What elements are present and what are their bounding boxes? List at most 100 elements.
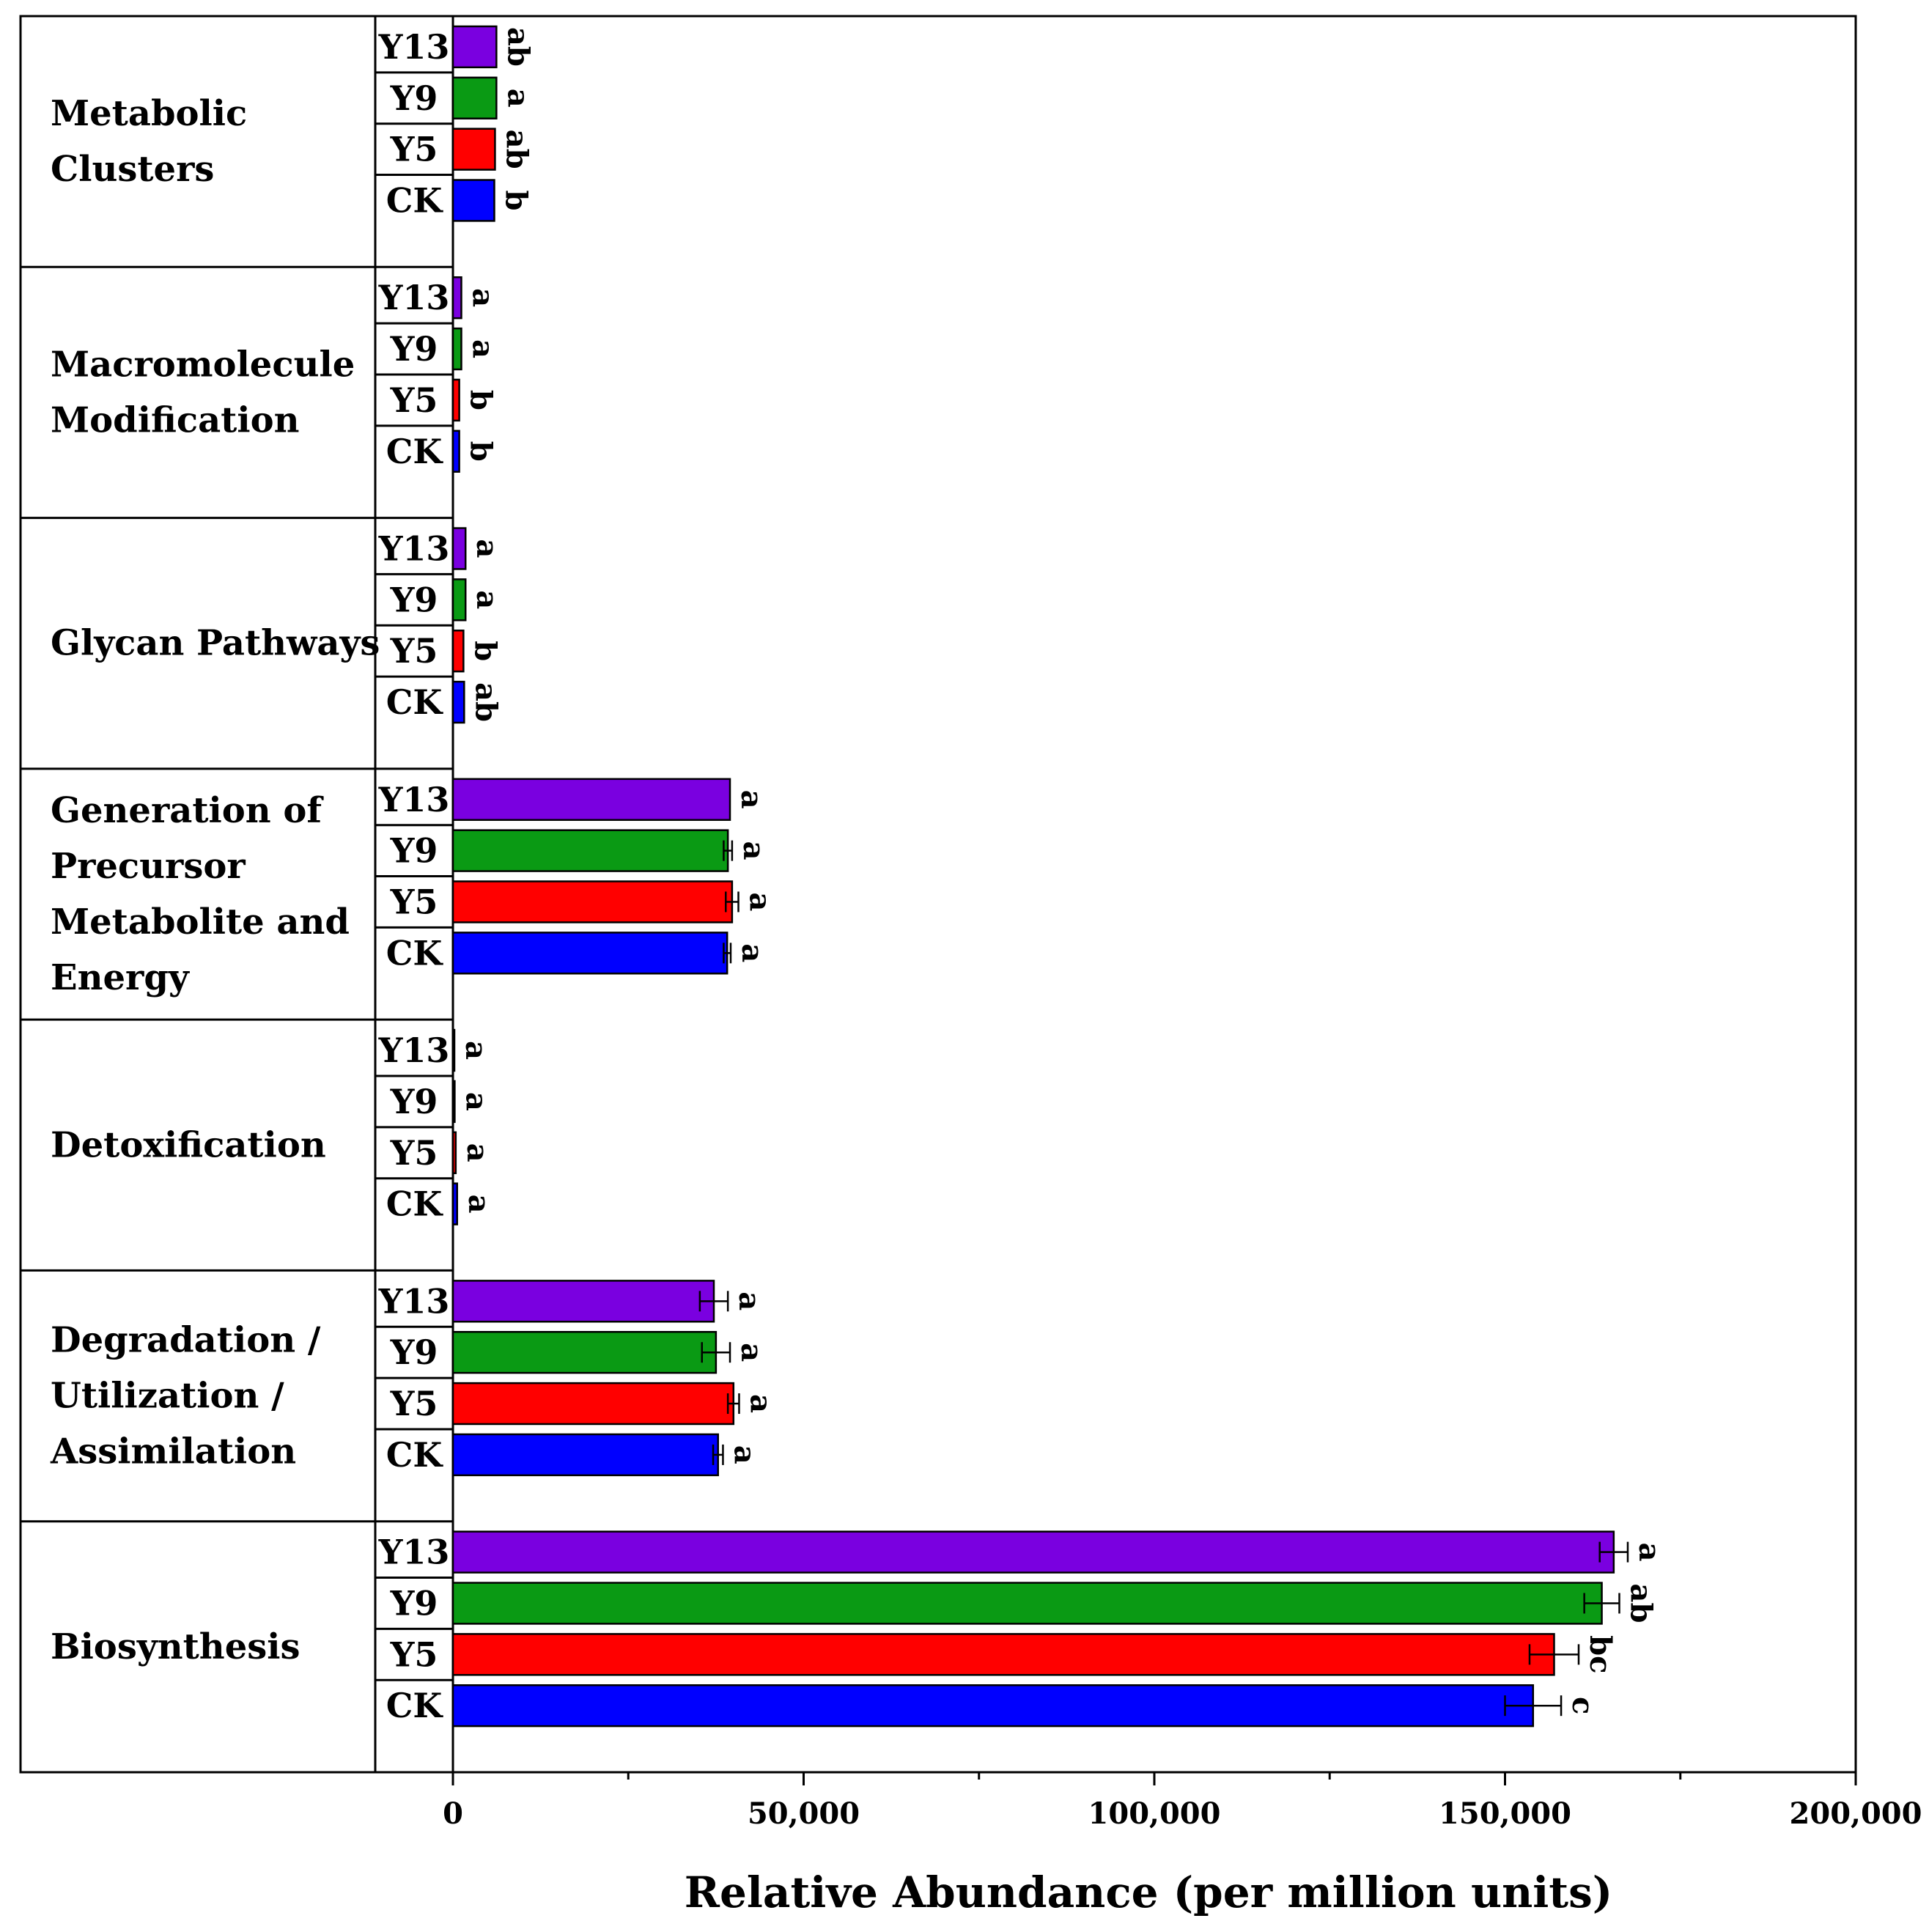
category-label-line: Clusters (51, 149, 214, 190)
category-label-line: Glycan Pathways (51, 623, 380, 664)
group-label: Y9 (390, 1583, 438, 1623)
significance-label: ab (501, 27, 535, 67)
group-label: Y9 (390, 831, 438, 871)
significance-label: a (465, 339, 500, 358)
group-label: CK (386, 933, 444, 973)
bar-ck (451, 1433, 719, 1477)
significance-label: a (470, 590, 504, 609)
bar-ck (451, 429, 460, 473)
bar-y9 (451, 327, 462, 371)
bar-y5 (451, 378, 460, 422)
bar-ck (451, 932, 729, 975)
significance-label: a (732, 1291, 767, 1310)
error-bar (1504, 1695, 1563, 1717)
x-tick-label: 0 (443, 1796, 463, 1831)
significance-label: a (742, 893, 777, 912)
group-label: Y13 (378, 528, 450, 568)
bar-y5 (451, 630, 465, 673)
group-label: Y9 (390, 580, 438, 619)
significance-label: ab (499, 130, 534, 169)
bar-ck (451, 680, 465, 724)
bar-y13 (451, 1530, 1615, 1574)
category-label-line: Metabolite and (51, 902, 350, 943)
x-tick-label: 50,000 (748, 1796, 860, 1831)
bar-y5 (451, 1131, 457, 1174)
chart-frame (19, 15, 1857, 1774)
group-label: Y13 (378, 1030, 450, 1070)
x-axis-title: Relative Abundance (per million units) (685, 1868, 1612, 1917)
group-label: Y9 (390, 329, 438, 369)
significance-label: b (464, 390, 498, 410)
significance-label: a (735, 943, 770, 962)
group-label: Y5 (390, 882, 438, 921)
significance-label: a (1632, 1543, 1667, 1562)
significance-label: ab (1623, 1584, 1658, 1623)
significance-label: a (743, 1394, 778, 1413)
group-label: CK (386, 180, 444, 220)
bar-y13 (451, 276, 462, 320)
bar-y13 (451, 1280, 715, 1323)
error-bar (1583, 1593, 1620, 1614)
significance-label: a (462, 1195, 496, 1214)
error-bar (712, 1444, 724, 1465)
group-label: Y5 (390, 1133, 438, 1173)
significance-label: b (498, 190, 533, 210)
group-label: CK (386, 432, 444, 471)
bar-ck (451, 1182, 458, 1225)
error-bar (723, 840, 734, 861)
significance-label: ab (468, 682, 503, 722)
significance-label: a (501, 89, 535, 108)
bar-ck (451, 1684, 1535, 1728)
error-bar (723, 943, 732, 964)
error-bar (701, 1342, 731, 1363)
category-label-line: Metabolic (51, 93, 247, 134)
significance-label: a (465, 288, 500, 307)
error-bar (726, 1393, 740, 1415)
group-label: CK (386, 1686, 444, 1725)
error-bar (698, 1291, 729, 1312)
group-label: Y13 (378, 278, 450, 317)
group-label: CK (386, 1435, 444, 1475)
bar-y9 (451, 76, 498, 119)
group-label: Y5 (390, 631, 438, 671)
group-label: Y13 (378, 780, 450, 819)
bar-y13 (451, 527, 467, 570)
bar-y5 (451, 880, 734, 923)
group-label: Y9 (390, 1082, 438, 1121)
group-label: Y9 (390, 1332, 438, 1372)
bar-y9 (451, 1582, 1603, 1625)
bar-ck (451, 179, 495, 222)
category-label-line: Energy (51, 957, 191, 998)
group-label: Y13 (378, 1281, 450, 1321)
significance-label: a (734, 790, 769, 809)
x-tick-label: 150,000 (1439, 1796, 1571, 1831)
bar-y13 (451, 25, 498, 69)
significance-label: bc (1583, 1635, 1618, 1673)
bar-y9 (451, 1331, 718, 1374)
bar-y9 (451, 829, 729, 872)
group-label: Y5 (390, 1634, 438, 1674)
x-tick-label: 200,000 (1790, 1796, 1922, 1831)
category-label-line: Precursor (51, 846, 246, 887)
bar-y13 (451, 778, 731, 821)
error-bar (1528, 1644, 1580, 1665)
bar-y9 (451, 578, 467, 622)
category-label-line: Utilization / (51, 1376, 284, 1417)
group-label: Y9 (390, 78, 438, 118)
x-tick-label: 100,000 (1088, 1796, 1221, 1831)
x-axis: 0 50,000 100,000 150,000 200,000 (443, 1772, 1922, 1831)
error-bar (1598, 1541, 1629, 1563)
category-label-line: Biosynthesis (51, 1626, 300, 1667)
group-label: Y5 (390, 1384, 438, 1423)
group-label: Y5 (390, 380, 438, 420)
category-label-line: Detoxification (51, 1124, 326, 1165)
bar-y5 (451, 1633, 1555, 1676)
bar-y5 (451, 1382, 735, 1426)
bar-y9 (451, 1080, 456, 1124)
significance-label: a (460, 1143, 495, 1162)
group-label: Y13 (378, 1533, 450, 1572)
category-label-line: Assimilation (50, 1431, 296, 1472)
bar-y13 (451, 1028, 456, 1072)
significance-label: a (459, 1041, 493, 1060)
